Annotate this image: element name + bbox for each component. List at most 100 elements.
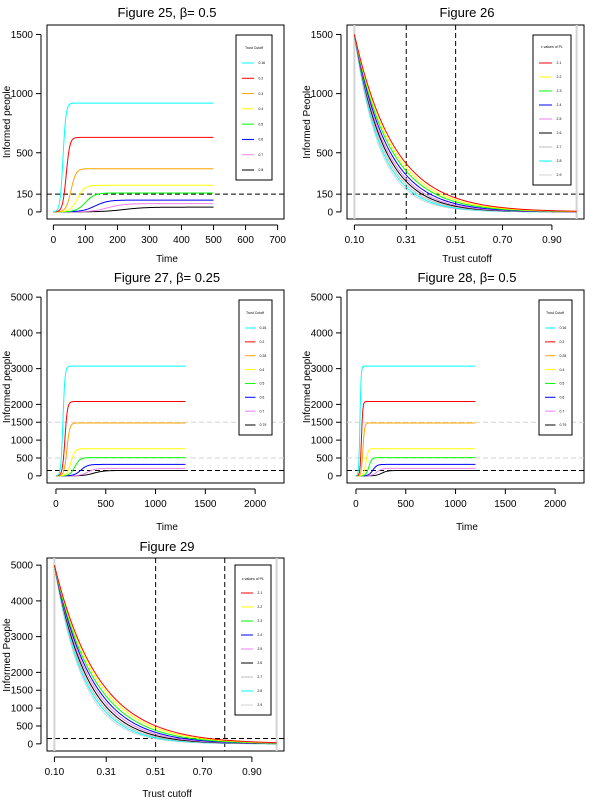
plot-frame [46, 24, 285, 220]
legend-label: 2.9 [257, 703, 262, 707]
legend: Trust Cutoff 0.16 0.2 0.28 0.4 0.5 0.6 0.7 0.79 [238, 299, 273, 436]
y-tick-label: 0 [27, 207, 33, 218]
y-tick-label: 5000 [311, 293, 334, 304]
x-tick-label: 500 [97, 499, 114, 510]
series-line-2.1 [53, 565, 277, 744]
series-line-0.16 [355, 365, 476, 477]
y-tick-label: 1500 [311, 418, 334, 429]
series-line-0.28 [355, 422, 476, 477]
x-tick-label: 200 [109, 235, 126, 246]
y-tick-label: 2000 [11, 668, 34, 679]
series-line-0.28 [55, 422, 186, 477]
series-line-0.6 [355, 463, 476, 477]
legend: ε values of PL 2.1 2.2 2.3 2.4 2.5 2.6 2.7 2.8 2… [532, 34, 572, 186]
legend-box [235, 34, 273, 181]
plot-frame [46, 289, 285, 484]
legend-label: 2.8 [257, 689, 262, 693]
legend-label: 0.5 [559, 382, 564, 386]
chart-figure-28: Figure 28, β= 0.5 0 500 1000 1500 2000 0 500 10… [302, 270, 585, 533]
legend-label: 0.16 [258, 61, 265, 65]
y-tick-label: 0 [27, 739, 33, 750]
plot-frame [46, 557, 285, 752]
chart-title: Figure 27, β= 0.25 [114, 270, 220, 285]
legend-label: 0.28 [559, 354, 566, 358]
legend-label: 0.6 [258, 138, 263, 142]
x-tick-label: 0.90 [542, 235, 562, 246]
x-tick-label: 400 [173, 235, 190, 246]
y-tick-label: 1000 [311, 89, 334, 100]
chart-figure-29: Figure 29 0.10 0.31 0.51 0.70 0.90 0 500 1000 15… [2, 539, 285, 800]
legend-title: Trust Cutoff [546, 311, 564, 315]
series-line-0.2 [55, 401, 186, 477]
x-tick-label: 300 [141, 235, 158, 246]
series-line-2.1 [353, 34, 577, 212]
y-tick-label: 500 [316, 148, 333, 159]
legend-label: 0.5 [259, 382, 264, 386]
legend-label: 2.6 [557, 131, 562, 135]
chart-title: Figure 28, β= 0.5 [418, 270, 517, 285]
x-tick-label: 0.70 [493, 235, 513, 246]
legend-label: 0.7 [258, 153, 263, 157]
x-tick-label: 2000 [244, 499, 267, 510]
x-tick-label: 0 [353, 499, 359, 510]
chart-figure-27: Figure 27, β= 0.25 0 500 1000 1500 2000 0 500 1… [2, 270, 285, 533]
legend-label: 0.7 [259, 409, 264, 413]
x-axis-label: Trust cutoff [142, 789, 192, 800]
legend-label: 2.1 [257, 591, 262, 595]
x-tick-label: 0.70 [193, 767, 213, 778]
legend-label: 2.1 [557, 61, 562, 65]
series-line-0.6 [53, 199, 214, 213]
y-tick-label: 5000 [11, 293, 34, 304]
series-line-0.4 [55, 448, 186, 477]
series-line-0.5 [55, 457, 186, 477]
legend-label: 0.79 [259, 423, 266, 427]
x-tick-label: 1000 [144, 499, 167, 510]
legend-label: 0.8 [258, 168, 263, 172]
legend-label: 2.8 [557, 159, 562, 163]
series-line-2.3 [53, 565, 277, 744]
y-axis-label: Informed People [2, 618, 13, 692]
y-tick-label: 1000 [311, 436, 334, 447]
legend-box [532, 34, 572, 186]
x-axis-label: Time [156, 254, 178, 265]
y-axis-label: Informed people [2, 85, 13, 158]
legend-title: Trust Cutoff [246, 311, 264, 315]
legend-label: 0.5 [258, 122, 263, 126]
legend-label: 0.2 [259, 340, 264, 344]
series-line-0.7 [355, 467, 476, 477]
y-tick-label: 3000 [11, 632, 34, 643]
legend-label: 0.2 [559, 340, 564, 344]
plot-frame [346, 289, 585, 484]
x-tick-label: 0.31 [397, 235, 417, 246]
y-tick-label: 150 [16, 190, 33, 201]
y-tick-label: 500 [16, 148, 33, 159]
series-line-0.5 [355, 457, 476, 477]
legend: ε values of PL 2.1 2.2 2.3 2.4 2.5 2.6 2.7 2.8 2… [234, 564, 272, 716]
legend-label: 0.6 [259, 395, 264, 399]
y-tick-label: 4000 [11, 328, 34, 339]
y-tick-label: 1500 [311, 30, 334, 41]
y-tick-label: 1000 [11, 89, 34, 100]
x-tick-label: 0.51 [446, 235, 466, 246]
x-tick-label: 500 [205, 235, 222, 246]
legend-label: 2.3 [257, 619, 262, 623]
x-tick-label: 2000 [544, 499, 567, 510]
y-tick-label: 2000 [11, 400, 34, 411]
series-line-0.3 [53, 168, 214, 213]
y-axis-label: Informed people [2, 350, 13, 423]
legend-label: 0.6 [559, 395, 564, 399]
legend-label: 2.5 [257, 647, 262, 651]
y-tick-label: 1500 [11, 30, 34, 41]
legend-label: 0.4 [259, 368, 264, 372]
series-line-0.4 [355, 448, 476, 477]
x-tick-label: 0.31 [97, 767, 117, 778]
x-tick-label: 0.51 [146, 767, 166, 778]
legend-label: 2.5 [557, 117, 562, 121]
legend-box [538, 299, 573, 436]
y-tick-label: 4000 [311, 328, 334, 339]
y-axis-label: Informed people [302, 350, 313, 423]
legend-label: 0.16 [259, 326, 266, 330]
legend-label: 2.7 [257, 675, 262, 679]
legend-label: 2.4 [257, 633, 262, 637]
